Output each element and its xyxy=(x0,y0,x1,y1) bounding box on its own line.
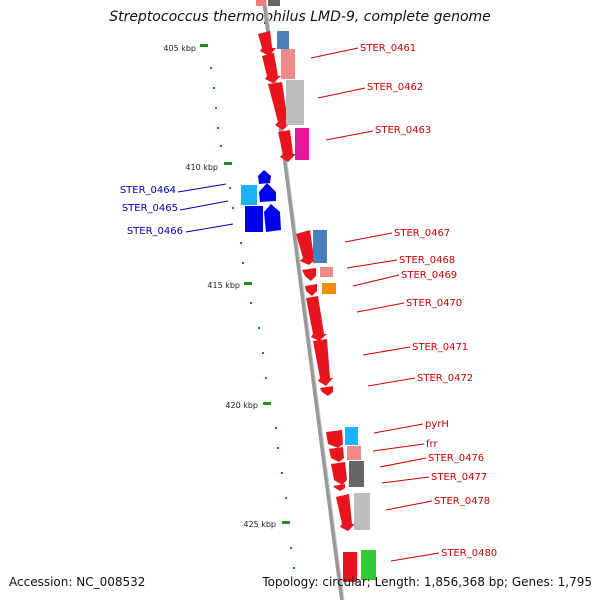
gene-arrow[interactable] xyxy=(333,484,345,491)
gene-arrow[interactable] xyxy=(331,462,347,485)
gene-label-STER_0472[interactable]: STER_0472 xyxy=(417,373,473,384)
gene-block[interactable] xyxy=(320,267,333,277)
gene-label-STER_0462[interactable]: STER_0462 xyxy=(367,82,423,93)
gene-arrow[interactable] xyxy=(259,183,276,202)
gene-arrow[interactable] xyxy=(296,230,317,265)
gene-block[interactable] xyxy=(295,128,309,160)
tick-label: 415 kbp xyxy=(207,281,240,290)
gene-arrow[interactable] xyxy=(262,53,281,83)
gene-block[interactable] xyxy=(349,461,364,487)
gene-arrow[interactable] xyxy=(264,204,281,232)
gene-label-STER_0471[interactable]: STER_0471 xyxy=(412,342,468,353)
gene-arrow[interactable] xyxy=(305,284,317,296)
gene-label-STER_0469[interactable]: STER_0469 xyxy=(401,270,457,281)
gene-arrow[interactable] xyxy=(329,447,344,462)
gene-arrow[interactable] xyxy=(302,268,316,281)
gene-label-STER_0477[interactable]: STER_0477 xyxy=(431,472,487,483)
gene-block[interactable] xyxy=(354,493,370,530)
gene-label-STER_0467[interactable]: STER_0467 xyxy=(394,228,450,239)
gene-block[interactable] xyxy=(286,80,304,125)
gene-arrow[interactable] xyxy=(278,130,296,162)
tick-label: 425 kbp xyxy=(243,520,276,529)
gene-block[interactable] xyxy=(277,31,289,49)
tick-405: 405 kbp xyxy=(163,44,208,53)
gene-label-STER_0466[interactable]: STER_0466 xyxy=(127,226,183,237)
gene-label-STER_0461[interactable]: STER_0461 xyxy=(360,43,416,54)
gene-label-STER_0476[interactable]: STER_0476 xyxy=(428,453,484,464)
forward-labels: STER_0461 STER_0462 STER_0463 STER_0467 … xyxy=(310,43,497,562)
tick-425: 425 kbp xyxy=(243,520,290,529)
gene-label-STER_0478[interactable]: STER_0478 xyxy=(434,496,490,507)
gene-block[interactable] xyxy=(241,185,257,205)
gene-label-STER_0464[interactable]: STER_0464 xyxy=(120,185,176,196)
genome-summary: Topology: circular; Length: 1,856,368 bp… xyxy=(262,575,592,589)
reverse-labels: STER_0464 STER_0465 STER_0466 xyxy=(120,183,234,237)
gene-arrow[interactable] xyxy=(258,170,271,184)
reverse-genes xyxy=(241,170,281,232)
gene-label-STER_0470[interactable]: STER_0470 xyxy=(406,298,462,309)
gene-arrow[interactable] xyxy=(306,296,327,341)
tick-label: 410 kbp xyxy=(185,163,218,172)
tick-420: 420 kbp xyxy=(225,401,271,410)
gene-arrow[interactable] xyxy=(336,494,355,531)
tick-label: 420 kbp xyxy=(225,401,258,410)
gene-block[interactable] xyxy=(281,49,295,79)
gene-block[interactable] xyxy=(322,283,336,294)
gene-label-STER_0465[interactable]: STER_0465 xyxy=(122,203,178,214)
tick-label: 405 kbp xyxy=(163,44,196,53)
tick-415: 415 kbp xyxy=(207,281,252,290)
gene-block[interactable] xyxy=(313,230,327,263)
gene-arrow[interactable] xyxy=(258,31,276,56)
scale-track xyxy=(210,67,295,569)
tick-410: 410 kbp xyxy=(185,162,232,172)
gene-label-frr[interactable]: frr xyxy=(426,439,438,450)
gene-label-STER_0463[interactable]: STER_0463 xyxy=(375,125,431,136)
gene-label-STER_0480[interactable]: STER_0480 xyxy=(441,548,497,559)
gene-block[interactable] xyxy=(345,427,358,445)
forward-genes xyxy=(258,31,376,582)
gene-label-STER_0468[interactable]: STER_0468 xyxy=(399,255,455,266)
gene-block[interactable] xyxy=(343,552,357,582)
gene-arrow[interactable] xyxy=(313,339,333,386)
accession-text: Accession: NC_008532 xyxy=(9,575,146,589)
map-title: Streptococcus thermophilus LMD-9, comple… xyxy=(109,9,491,25)
gene-block[interactable] xyxy=(245,206,263,232)
gene-arrow[interactable] xyxy=(268,82,291,130)
gene-label-pyrH[interactable]: pyrH xyxy=(425,419,449,430)
gene-block[interactable] xyxy=(347,446,361,460)
gene-block[interactable] xyxy=(361,550,376,580)
gene-arrow[interactable] xyxy=(326,430,343,448)
gene-arrow[interactable] xyxy=(320,386,333,396)
